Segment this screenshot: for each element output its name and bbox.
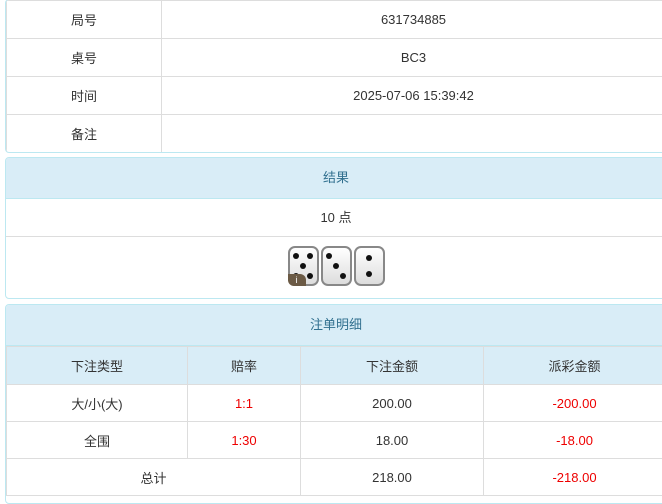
header-bet-type: 下注类型 [7, 347, 188, 385]
result-points: 10 点 [6, 199, 662, 237]
dice-row: i [6, 237, 662, 289]
result-panel: 结果 10 点 i [5, 157, 662, 299]
header-odds: 赔率 [188, 347, 301, 385]
bet-details-title: 注单明细 [6, 305, 662, 346]
info-icon[interactable]: i [288, 274, 306, 286]
value-note [162, 115, 662, 153]
result-title: 结果 [6, 158, 662, 199]
die-face-2-icon [354, 246, 385, 286]
label-round: 局号 [7, 1, 162, 39]
amount: 18.00 [301, 422, 484, 459]
pip [366, 255, 372, 261]
pip [307, 273, 313, 279]
bet-type: 大/小(大) [7, 385, 188, 422]
value-round: 631734885 [162, 1, 662, 39]
label-time: 时间 [7, 77, 162, 115]
value-table: BC3 [162, 39, 662, 77]
total-label: 总计 [7, 459, 301, 496]
odds: 1:1 [188, 385, 301, 422]
amount: 200.00 [301, 385, 484, 422]
pip [340, 273, 346, 279]
label-table: 桌号 [7, 39, 162, 77]
pip [333, 263, 339, 269]
pip [326, 253, 332, 259]
pip [307, 253, 313, 259]
total-amount: 218.00 [301, 459, 484, 496]
die-face-3-icon [321, 246, 352, 286]
payout: -200.00 [484, 385, 662, 422]
header-payout: 派彩金额 [484, 347, 662, 385]
payout: -18.00 [484, 422, 662, 459]
odds: 1:30 [188, 422, 301, 459]
label-note: 备注 [7, 115, 162, 153]
value-time: 2025-07-06 15:39:42 [162, 77, 662, 115]
bet-type: 全围 [7, 422, 188, 459]
header-amount: 下注金额 [301, 347, 484, 385]
pip [293, 253, 299, 259]
pip [300, 263, 306, 269]
pip [366, 271, 372, 277]
total-payout: -218.00 [484, 459, 662, 496]
die-face-5-icon: i [288, 246, 319, 286]
